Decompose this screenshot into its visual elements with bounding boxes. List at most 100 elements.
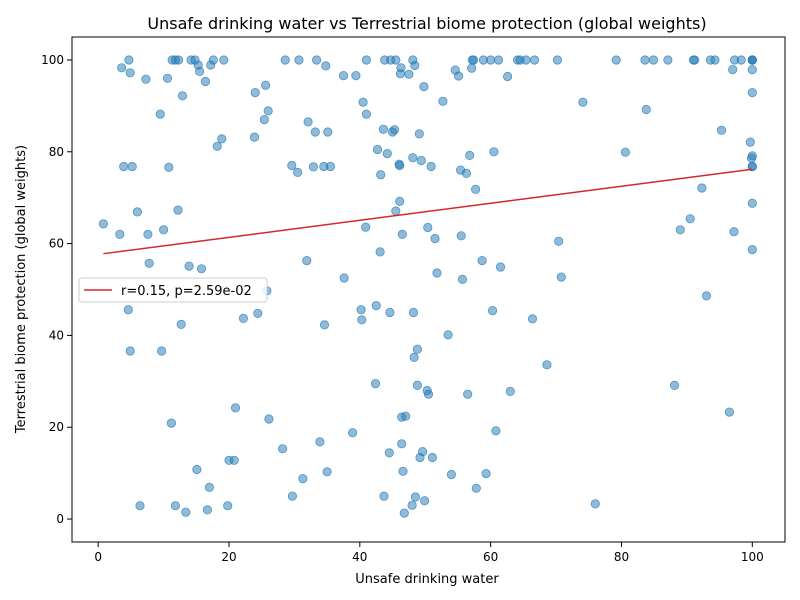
data-point bbox=[311, 55, 322, 65]
data-point bbox=[736, 55, 746, 65]
data-point bbox=[155, 109, 165, 119]
data-point bbox=[184, 261, 194, 271]
data-point bbox=[641, 104, 651, 115]
data-point bbox=[495, 262, 506, 272]
data-point bbox=[319, 320, 330, 330]
regression-line bbox=[103, 168, 753, 255]
data-point bbox=[432, 268, 442, 278]
data-point bbox=[729, 227, 739, 237]
data-point bbox=[249, 132, 260, 142]
data-point bbox=[157, 346, 167, 356]
data-point bbox=[204, 482, 214, 492]
data-point bbox=[395, 160, 405, 171]
y-tick-label: 20 bbox=[49, 420, 64, 434]
data-point bbox=[747, 55, 757, 65]
data-point bbox=[294, 55, 304, 65]
data-point bbox=[468, 55, 479, 65]
data-point bbox=[461, 168, 471, 178]
data-point bbox=[416, 155, 426, 166]
data-point bbox=[287, 160, 297, 171]
data-point bbox=[521, 55, 531, 65]
data-point bbox=[375, 247, 385, 257]
data-point bbox=[397, 439, 407, 449]
data-point bbox=[747, 88, 757, 98]
data-point bbox=[438, 96, 448, 106]
data-point bbox=[123, 305, 133, 315]
data-point bbox=[675, 225, 685, 235]
data-point bbox=[219, 55, 229, 65]
data-point bbox=[620, 147, 631, 157]
data-point bbox=[502, 71, 513, 82]
data-point bbox=[453, 71, 464, 81]
data-point bbox=[117, 63, 127, 73]
data-point bbox=[119, 161, 129, 172]
x-tick-label: 0 bbox=[94, 550, 102, 564]
data-point bbox=[217, 134, 227, 144]
data-point bbox=[125, 346, 135, 356]
x-tick-label: 40 bbox=[352, 550, 367, 564]
data-point bbox=[419, 82, 429, 92]
data-point bbox=[747, 151, 757, 161]
data-point bbox=[371, 300, 381, 311]
data-point bbox=[493, 55, 504, 65]
x-axis-ticks: 0 20 40 60 80 100 bbox=[94, 542, 764, 564]
data-point bbox=[410, 60, 420, 71]
data-point bbox=[260, 80, 271, 90]
data-point bbox=[143, 229, 153, 239]
data-point bbox=[467, 63, 477, 73]
data-point bbox=[409, 352, 419, 362]
data-point bbox=[471, 483, 481, 493]
y-tick-label: 100 bbox=[41, 53, 64, 67]
data-point bbox=[166, 418, 176, 428]
data-point bbox=[426, 161, 436, 172]
data-point bbox=[322, 467, 332, 477]
data-point bbox=[378, 124, 388, 134]
data-point bbox=[554, 236, 564, 246]
data-point bbox=[321, 61, 331, 71]
data-point bbox=[376, 170, 386, 180]
data-point bbox=[430, 233, 440, 244]
points-layer bbox=[98, 55, 757, 518]
data-point bbox=[463, 389, 473, 399]
data-point bbox=[465, 150, 475, 160]
data-point bbox=[423, 389, 434, 399]
data-point bbox=[391, 206, 401, 216]
data-point bbox=[347, 428, 358, 438]
data-point bbox=[408, 153, 418, 163]
data-point bbox=[590, 499, 600, 509]
data-point bbox=[358, 97, 368, 107]
data-point bbox=[457, 274, 468, 284]
data-point bbox=[124, 55, 134, 65]
chart-title: Unsafe drinking water vs Terrestrial bio… bbox=[147, 14, 706, 33]
data-point bbox=[208, 55, 218, 65]
data-point bbox=[223, 501, 233, 511]
data-point bbox=[470, 184, 481, 194]
data-point bbox=[443, 330, 453, 340]
data-point bbox=[361, 55, 371, 65]
data-point bbox=[384, 448, 394, 458]
data-point bbox=[412, 344, 422, 354]
data-point bbox=[685, 214, 695, 224]
data-point bbox=[491, 426, 501, 436]
data-point bbox=[263, 106, 273, 116]
data-point bbox=[308, 162, 318, 172]
data-point bbox=[325, 161, 335, 172]
data-point bbox=[238, 313, 248, 323]
data-point bbox=[395, 196, 405, 206]
data-point bbox=[527, 314, 538, 324]
data-point bbox=[135, 501, 145, 511]
data-point bbox=[389, 125, 400, 135]
data-point bbox=[728, 65, 738, 75]
data-point bbox=[173, 205, 183, 215]
y-axis-ticks: 0 20 40 60 80 100 bbox=[41, 53, 72, 526]
data-point bbox=[379, 491, 389, 501]
data-point bbox=[159, 225, 169, 235]
data-point bbox=[253, 308, 263, 318]
fit-line-layer bbox=[103, 168, 753, 255]
data-point bbox=[397, 229, 407, 239]
data-point bbox=[489, 147, 499, 157]
data-point bbox=[338, 71, 349, 81]
data-point bbox=[414, 129, 424, 139]
data-point bbox=[423, 222, 433, 233]
